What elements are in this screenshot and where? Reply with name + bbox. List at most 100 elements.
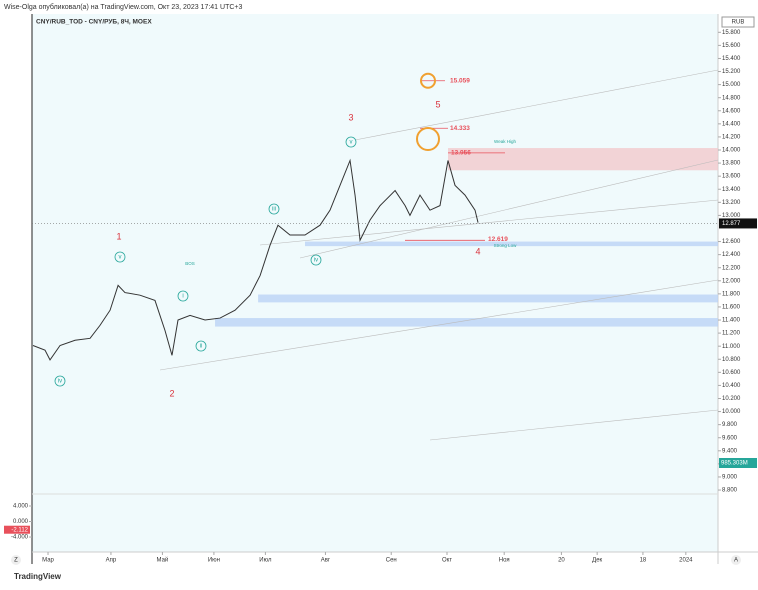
y-tick-label: 15.000 [722, 82, 741, 88]
y-tick-label: 11.200 [722, 331, 741, 337]
x-tick-label: Июл [259, 558, 272, 564]
y-tick-label: 11.000 [722, 344, 741, 350]
annotation: 1 [116, 231, 121, 241]
y-tick-label: 11.800 [722, 291, 741, 297]
last-price-label: 12.877 [722, 221, 741, 227]
x-tick-label: Окт [442, 558, 452, 564]
y-tick-label: 12.400 [722, 252, 741, 258]
annotation: iii [272, 207, 276, 213]
annotation: 3 [348, 112, 353, 122]
y-tick-label: 10.600 [722, 370, 741, 376]
target-circle [416, 127, 440, 151]
y-tick-label: 10.000 [722, 409, 741, 415]
price-line [32, 158, 479, 361]
annotation: BOS [185, 261, 195, 266]
level-label: 12.619 [488, 236, 508, 243]
x-tick-label: Мар [42, 558, 54, 564]
brand: TradingView [14, 572, 62, 581]
osc-last-box [4, 525, 30, 534]
wave-circle [54, 375, 66, 387]
annotation: 5 [435, 99, 440, 109]
plot-area [32, 14, 718, 552]
y-tick-label: 13.400 [722, 187, 741, 193]
y-tick-label: 9.000 [722, 475, 738, 481]
last-price-box [719, 218, 757, 229]
y-tick-label: 8.800 [722, 488, 738, 494]
wave-circle [177, 290, 189, 302]
y-tick-label: 15.400 [722, 56, 741, 62]
annotation: Strong Low [494, 243, 518, 248]
x-tick-label: Авг [321, 558, 331, 564]
osc-tick-label: 0.000 [13, 519, 29, 525]
y-tick-label: 14.000 [722, 148, 741, 154]
zone [448, 148, 718, 171]
y-tick-label: 13.200 [722, 200, 741, 206]
wave-circle [345, 136, 357, 148]
annotation: iv [58, 379, 62, 385]
x-tick-label: Сен [386, 558, 397, 564]
x-tick-label: Ноя [499, 558, 510, 564]
trend-line [259, 199, 719, 246]
button-label: A [734, 558, 738, 564]
y-tick-label: 15.200 [722, 69, 741, 75]
level-label: 13.956 [451, 150, 471, 157]
level-label: 14.333 [450, 125, 470, 132]
x-tick-label: Дек [592, 558, 602, 564]
button[interactable] [11, 555, 21, 565]
annotation: 4 [475, 246, 480, 256]
y-tick-label: 10.400 [722, 383, 741, 389]
wave-circle [310, 254, 322, 266]
x-tick-label: 2024 [679, 558, 693, 564]
y-tick-label: 11.600 [722, 305, 741, 311]
y-tick-label: 14.400 [722, 121, 741, 127]
y-tick-label: 11.400 [722, 318, 741, 324]
y-tick-label: 12.000 [722, 278, 741, 284]
x-tick-label: Июн [208, 558, 220, 564]
y-tick-label: 15.600 [722, 43, 741, 49]
y-tick-label: 9.800 [722, 422, 738, 428]
button[interactable] [731, 555, 741, 565]
y-tick-label: 12.600 [722, 239, 741, 245]
annotation: Weak High [494, 139, 516, 144]
annotation: ii [200, 344, 203, 350]
wave-circle [195, 340, 207, 352]
y-tick-label: 10.800 [722, 357, 741, 363]
volume-box [719, 458, 757, 468]
y-tick-label: 15.800 [722, 30, 741, 36]
target-circle [420, 72, 436, 89]
volume-label: 985.303M [721, 461, 748, 467]
y-tick-label: 12.200 [722, 265, 741, 271]
osc-last-label: -2.112 [11, 527, 28, 533]
y-tick-label: 13.800 [722, 161, 741, 167]
y-tick-label: 14.600 [722, 108, 741, 114]
currency-button[interactable] [721, 16, 755, 28]
annotation: iv [314, 258, 318, 264]
y-tick-label: 13.600 [722, 174, 741, 180]
y-tick-label: 13.000 [722, 213, 741, 219]
trend-line [159, 279, 719, 371]
zone [258, 294, 718, 303]
y-tick-label: 14.200 [722, 135, 741, 141]
wave-circle [114, 251, 126, 263]
header: Wise-Olga опубликовал(а) на TradingView.… [4, 3, 242, 11]
trend-line [429, 409, 719, 441]
y-tick-label: 10.200 [722, 396, 741, 402]
trend-line [354, 69, 719, 141]
currency: RUB [732, 20, 745, 26]
annotation: 2 [169, 388, 174, 398]
level-label: 15.059 [450, 77, 470, 84]
zone [304, 241, 718, 247]
zone [215, 318, 719, 327]
y-tick-label: 9.600 [722, 435, 738, 441]
annotation: v [350, 140, 353, 146]
chart-title: CNY/RUB_TOD - CNY/РУБ, 8Ч, MOEX [36, 19, 152, 26]
osc-tick-label: -4.000 [11, 535, 29, 541]
x-tick-label: Май [157, 557, 169, 564]
y-tick-label: 14.800 [722, 95, 741, 101]
button-label: Z [14, 558, 18, 564]
x-tick-label: 18 [640, 558, 647, 564]
osc-tick-label: 4.000 [13, 504, 29, 510]
annotation: v [119, 255, 122, 261]
y-tick-label: 9.400 [722, 448, 738, 454]
